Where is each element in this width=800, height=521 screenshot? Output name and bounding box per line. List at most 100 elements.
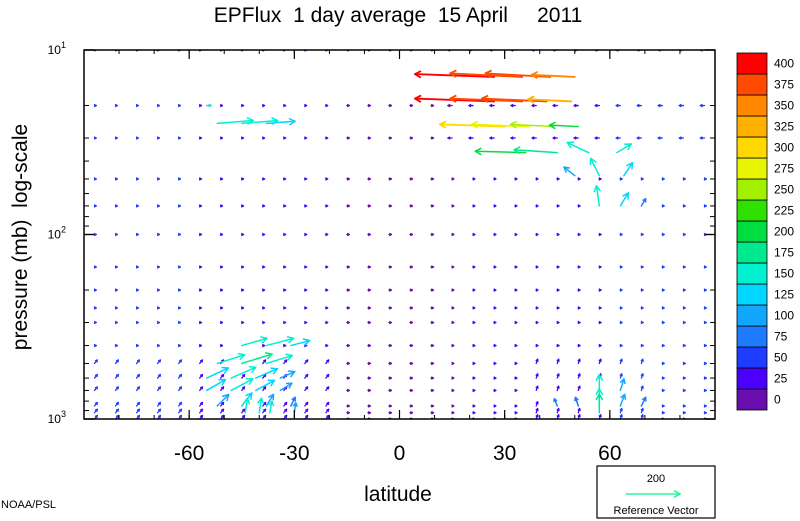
vector-arrow <box>472 417 476 419</box>
vector-arrow <box>527 95 573 104</box>
vector-arrow <box>451 376 455 380</box>
vector-arrow <box>657 136 664 140</box>
vector-arrow <box>367 306 372 310</box>
vector-arrow <box>430 361 435 366</box>
vector-arrow <box>304 359 309 365</box>
vector-arrow <box>493 343 497 348</box>
vector-arrow <box>449 69 524 78</box>
vector-arrow <box>640 385 644 392</box>
vector-arrow <box>114 288 118 292</box>
vector-arrow <box>156 288 161 292</box>
vector-arrow <box>93 306 97 310</box>
vector-arrow <box>447 103 453 108</box>
vector-arrow <box>577 288 581 292</box>
vector-arrow <box>304 177 308 181</box>
vector-arrow <box>703 361 707 366</box>
vector-arrow <box>240 265 245 269</box>
x-tick-label: 0 <box>394 442 406 465</box>
vector-arrow <box>556 407 560 414</box>
vector-arrow <box>240 204 245 208</box>
vector-arrow <box>283 401 288 407</box>
vector-arrow <box>388 306 393 310</box>
vector-arrow <box>156 136 161 140</box>
vector-arrow <box>279 370 296 379</box>
vector-arrow <box>594 136 600 140</box>
vector-arrow <box>577 265 581 269</box>
vector-arrow <box>177 408 183 414</box>
vector-arrow <box>205 378 227 392</box>
vector-arrow <box>489 50 495 52</box>
vector-arrow <box>548 121 580 130</box>
credit-label: NOAA/PSL <box>1 499 56 511</box>
vector-arrow <box>135 50 139 52</box>
vector-arrow <box>304 232 308 237</box>
vector-arrow <box>640 407 644 414</box>
vector-arrow <box>177 177 182 181</box>
vector-arrow <box>93 343 97 348</box>
vector-arrow <box>619 320 623 325</box>
y-axis-label: pressure (mb) log-scale <box>9 124 32 350</box>
vector-arrow <box>409 288 414 292</box>
vector-arrow <box>93 386 98 392</box>
vector-arrow <box>493 417 497 419</box>
vector-arrow <box>577 306 581 310</box>
vector-arrow <box>636 50 643 52</box>
vector-arrow <box>114 103 118 108</box>
vector-arrow <box>598 306 602 310</box>
colorbar-swatch <box>736 388 768 411</box>
vector-arrow <box>93 288 97 292</box>
vector-arrow <box>177 386 183 392</box>
vector-arrow <box>198 136 203 140</box>
vector-arrow <box>346 136 351 140</box>
vector-arrow <box>283 320 287 325</box>
vector-arrow <box>531 136 537 140</box>
colorbar-swatch <box>736 52 768 75</box>
vector-arrow <box>682 265 686 269</box>
vector-arrow <box>682 376 686 380</box>
vector-arrow <box>262 265 266 269</box>
vector-arrow <box>346 320 351 325</box>
vector-arrow <box>255 367 279 379</box>
vector-arrow <box>135 401 141 407</box>
vector-arrow <box>623 161 634 177</box>
vector-arrow <box>640 320 644 325</box>
vector-arrow <box>430 404 435 408</box>
vector-arrow <box>535 407 539 414</box>
vector-arrow <box>268 400 275 414</box>
vector-arrow <box>219 320 224 325</box>
vector-arrow <box>514 361 518 366</box>
vector-arrow <box>114 320 118 325</box>
vector-arrow <box>135 136 139 140</box>
reference-vector-arrow <box>625 489 681 499</box>
vector-arrow <box>114 386 119 392</box>
vector-arrow <box>283 177 287 181</box>
vector-arrow <box>156 306 161 310</box>
vector-arrow <box>177 265 182 269</box>
colorbar-label: 200 <box>774 225 794 239</box>
vector-arrow <box>493 288 497 292</box>
vector-arrow <box>640 265 644 269</box>
vector-arrow <box>409 177 414 181</box>
vector-arrow <box>472 410 476 415</box>
vector-arrow <box>451 177 455 181</box>
vector-arrow <box>219 177 224 181</box>
vector-arrow <box>661 417 665 419</box>
vector-arrow <box>531 103 537 108</box>
vector-arrow <box>493 320 497 325</box>
vector-arrow <box>535 265 539 269</box>
vector-arrow <box>177 359 183 365</box>
colorbar-swatch <box>736 346 768 369</box>
vector-arrow <box>577 407 581 414</box>
x-tick-label: 60 <box>598 442 621 465</box>
vector-arrow <box>93 50 97 52</box>
vector-arrow <box>661 306 665 310</box>
vector-arrow <box>230 378 254 392</box>
vector-arrow <box>409 103 414 108</box>
y-tick-label: 102 <box>48 225 66 242</box>
x-tick-label: -30 <box>279 442 309 465</box>
vector-arrow <box>325 320 329 325</box>
vector-arrow <box>636 136 643 140</box>
vector-arrow <box>114 408 119 414</box>
vector-arrow <box>216 352 246 365</box>
colorbar-label: 375 <box>774 78 794 92</box>
